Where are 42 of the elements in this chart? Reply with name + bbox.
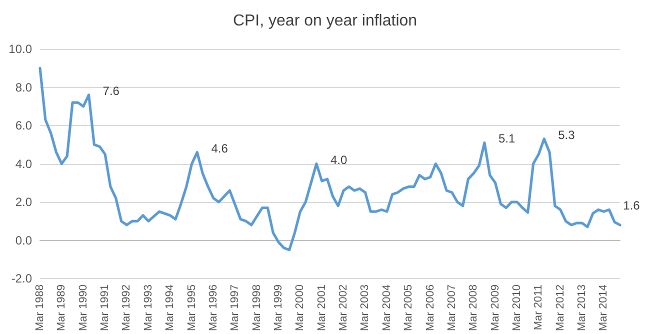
x-tick-label: Mar 2012 xyxy=(554,284,566,332)
x-tick-label: Mar 1995 xyxy=(186,284,198,332)
y-tick-label: 6.0 xyxy=(15,118,32,133)
x-tick-label: Mar 2007 xyxy=(446,284,458,332)
x-tick-label: Mar 1993 xyxy=(142,284,154,332)
data-label: 5.3 xyxy=(558,128,576,142)
y-tick-label: 10.0 xyxy=(8,42,32,56)
x-tick-label: Mar 2005 xyxy=(402,284,415,332)
x-tick-label: Mar 2002 xyxy=(338,284,350,332)
x-tick-label: Mar 2001 xyxy=(316,284,328,332)
x-tick-label: Mar 1994 xyxy=(164,284,176,332)
data-label: 5.1 xyxy=(498,132,516,146)
x-tick-label: Mar 2010 xyxy=(511,284,524,332)
x-tick-label: Mar 2003 xyxy=(359,284,372,332)
x-tick-label: Mar 2011 xyxy=(532,284,545,330)
x-tick-label: Mar 2013 xyxy=(576,284,588,332)
data-label: 4.6 xyxy=(211,141,228,156)
y-tick-label: -2.0 xyxy=(11,272,32,286)
data-label: 7.6 xyxy=(102,84,120,98)
data-label: 1.6 xyxy=(623,198,640,213)
x-tick-label: Mar 1991 xyxy=(99,284,112,332)
data-label: 4.0 xyxy=(330,152,348,167)
x-tick-label: Mar 2006 xyxy=(424,284,436,332)
line-series xyxy=(38,66,622,252)
x-tick-label: Mar 1999 xyxy=(272,284,285,332)
x-tick-label: Mar 2008 xyxy=(468,284,480,332)
y-tick-label: 8.0 xyxy=(15,80,32,94)
x-tick-label: Mar 1996 xyxy=(207,284,220,332)
x-tick-label: Mar 1997 xyxy=(229,284,242,332)
x-tick-label: Mar 1990 xyxy=(77,284,90,332)
x-tick-label: Mar 1989 xyxy=(56,284,68,332)
y-tick-label: 0.0 xyxy=(15,233,32,248)
x-tick-label: Mar 2000 xyxy=(294,284,306,332)
x-tick-label: Mar 1988 xyxy=(34,284,46,332)
x-tick-label: Mar 1992 xyxy=(120,284,133,332)
y-tick-label: 4.0 xyxy=(15,156,32,171)
x-tick-label: Mar 2014 xyxy=(598,284,610,332)
chart-title: CPI, year on year inflation xyxy=(232,12,418,30)
x-tick-label: Mar 2009 xyxy=(489,284,502,332)
x-tick-label: Mar 1998 xyxy=(250,284,263,332)
x-tick-label: Mar 2004 xyxy=(380,284,393,332)
y-tick-label: 2.0 xyxy=(15,195,32,210)
